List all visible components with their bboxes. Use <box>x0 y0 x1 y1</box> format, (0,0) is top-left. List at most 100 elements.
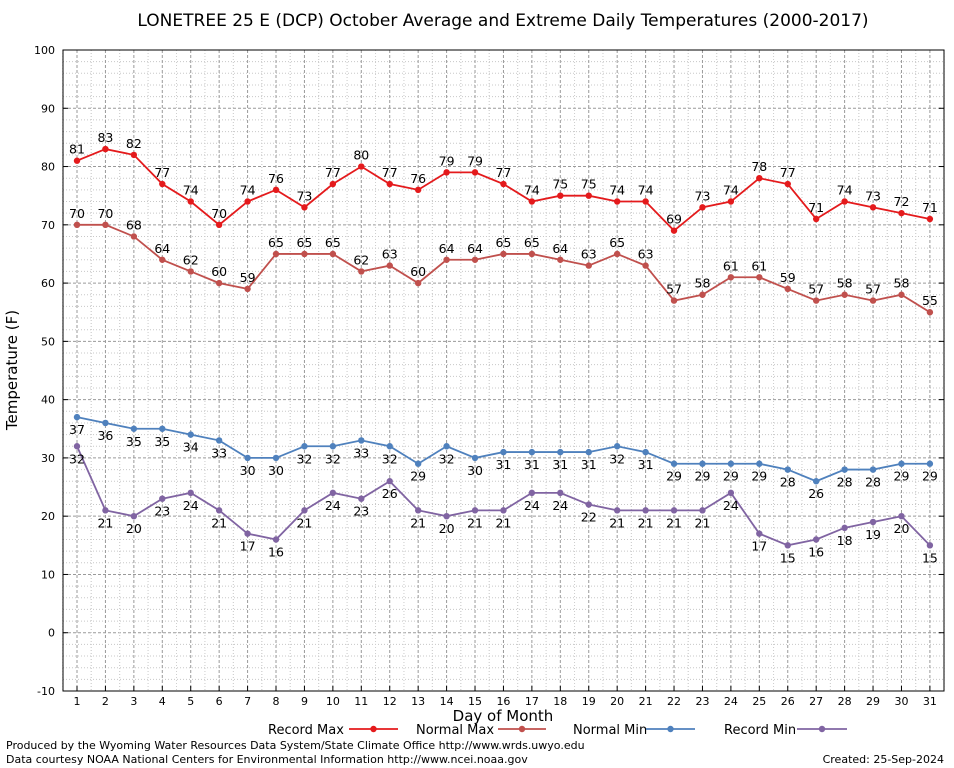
x-tick-label: 17 <box>525 695 539 708</box>
data-label: 21 <box>467 515 483 530</box>
data-point <box>358 163 365 170</box>
data-label: 16 <box>268 544 284 559</box>
data-point <box>73 157 81 164</box>
data-point <box>187 198 194 205</box>
data-point <box>358 495 365 502</box>
data-point <box>301 204 308 211</box>
legend: Record Max Normal Max Normal Min Record Min <box>268 723 847 738</box>
data-label: 75 <box>552 177 568 192</box>
data-point <box>301 250 308 258</box>
data-label: 20 <box>894 521 910 536</box>
x-tick-label: 7 <box>244 695 251 708</box>
data-label: 77 <box>154 165 170 180</box>
data-point <box>841 291 848 298</box>
data-point <box>159 180 166 188</box>
data-label: 73 <box>865 188 881 203</box>
data-label: 35 <box>126 434 142 449</box>
data-point <box>869 204 877 211</box>
data-label: 33 <box>211 445 227 460</box>
data-label: 21 <box>695 515 711 530</box>
data-label: 24 <box>325 498 341 513</box>
data-point <box>926 215 934 223</box>
data-point <box>869 466 877 473</box>
data-point <box>159 495 166 502</box>
data-label: 36 <box>97 428 113 443</box>
data-point <box>557 256 564 263</box>
data-label: 72 <box>894 194 910 209</box>
data-point <box>443 512 450 520</box>
x-tick-label: 8 <box>273 695 280 708</box>
data-label: 70 <box>211 206 227 221</box>
data-label: 60 <box>410 264 426 279</box>
data-label: 22 <box>581 510 597 525</box>
x-tick-label: 13 <box>411 695 425 708</box>
legend-label-record-min: Record Min <box>724 723 796 738</box>
series-normal-max: 70 70 68 64 62 60 59 65 65 65 62 63 60 64 64 65 65 64 63 65… <box>69 206 938 316</box>
data-label: 32 <box>382 451 398 466</box>
data-label: 21 <box>666 515 682 530</box>
data-point <box>386 262 393 269</box>
data-label: 79 <box>467 153 483 168</box>
data-label: 58 <box>894 276 910 291</box>
data-label: 57 <box>666 282 682 297</box>
data-label: 21 <box>609 515 625 530</box>
data-point <box>642 198 649 205</box>
data-point <box>187 268 194 275</box>
data-point <box>585 262 592 269</box>
x-tick-label: 19 <box>582 695 596 708</box>
data-label: 20 <box>439 521 455 536</box>
data-point <box>215 221 223 229</box>
data-point <box>756 274 763 281</box>
data-label: 78 <box>751 159 767 174</box>
data-label: 32 <box>296 451 312 466</box>
data-point <box>756 460 763 467</box>
y-axis-label: Temperature (F) <box>3 310 21 431</box>
data-label: 24 <box>183 498 199 513</box>
y-tick-label: 70 <box>41 219 55 232</box>
data-label: 28 <box>780 475 796 490</box>
data-label: 15 <box>780 550 796 565</box>
data-point <box>329 250 337 258</box>
data-point <box>443 443 450 450</box>
legend-label-normal-max: Normal Max <box>416 723 494 738</box>
data-label: 55 <box>922 293 938 308</box>
data-label: 74 <box>723 183 739 198</box>
data-label: 31 <box>524 457 540 472</box>
data-label: 33 <box>353 445 369 460</box>
data-point <box>557 448 564 456</box>
grid <box>62 50 945 691</box>
data-label: 82 <box>126 136 142 151</box>
data-point <box>926 460 934 467</box>
series-record-max: 81 83 82 77 74 70 74 76 73 77 80 77 76 79 79 77 74 75 75 74… <box>69 130 938 234</box>
x-tick-label: 30 <box>894 695 908 708</box>
x-tick-label: 18 <box>553 695 567 708</box>
data-point <box>613 250 621 258</box>
data-label: 74 <box>638 183 654 198</box>
data-point <box>699 507 706 514</box>
y-tick-label: 80 <box>41 161 55 174</box>
data-label: 63 <box>382 247 398 262</box>
data-label: 63 <box>581 247 597 262</box>
footer-credit-2: Data courtesy NOAA National Centers for … <box>6 753 528 766</box>
data-point <box>187 489 194 497</box>
footer-credit-1: Produced by the Wyoming Water Resources … <box>6 739 585 752</box>
data-label: 63 <box>638 247 654 262</box>
data-label: 60 <box>211 264 227 279</box>
legend-marker-normal-max <box>518 725 526 733</box>
data-point <box>784 285 791 293</box>
data-label: 73 <box>296 188 312 203</box>
y-tick-label: 40 <box>41 394 55 407</box>
y-tick-label: 90 <box>41 102 55 115</box>
data-point <box>358 268 365 275</box>
data-point <box>699 204 706 211</box>
footer-created: Created: 25-Sep-2024 <box>823 753 944 766</box>
x-axis-label: Day of Month <box>453 707 554 725</box>
data-label: 57 <box>865 282 881 297</box>
data-point <box>812 478 820 485</box>
x-tick-label: 25 <box>752 695 766 708</box>
y-tick-label: -10 <box>37 685 55 698</box>
y-tick-label: 100 <box>34 44 55 57</box>
data-label: 32 <box>325 451 341 466</box>
data-point <box>926 309 934 316</box>
series-record-min: 32 21 20 23 24 21 17 16 21 24 23 26 21 20 21 21 24 24 22 21… <box>69 443 938 565</box>
